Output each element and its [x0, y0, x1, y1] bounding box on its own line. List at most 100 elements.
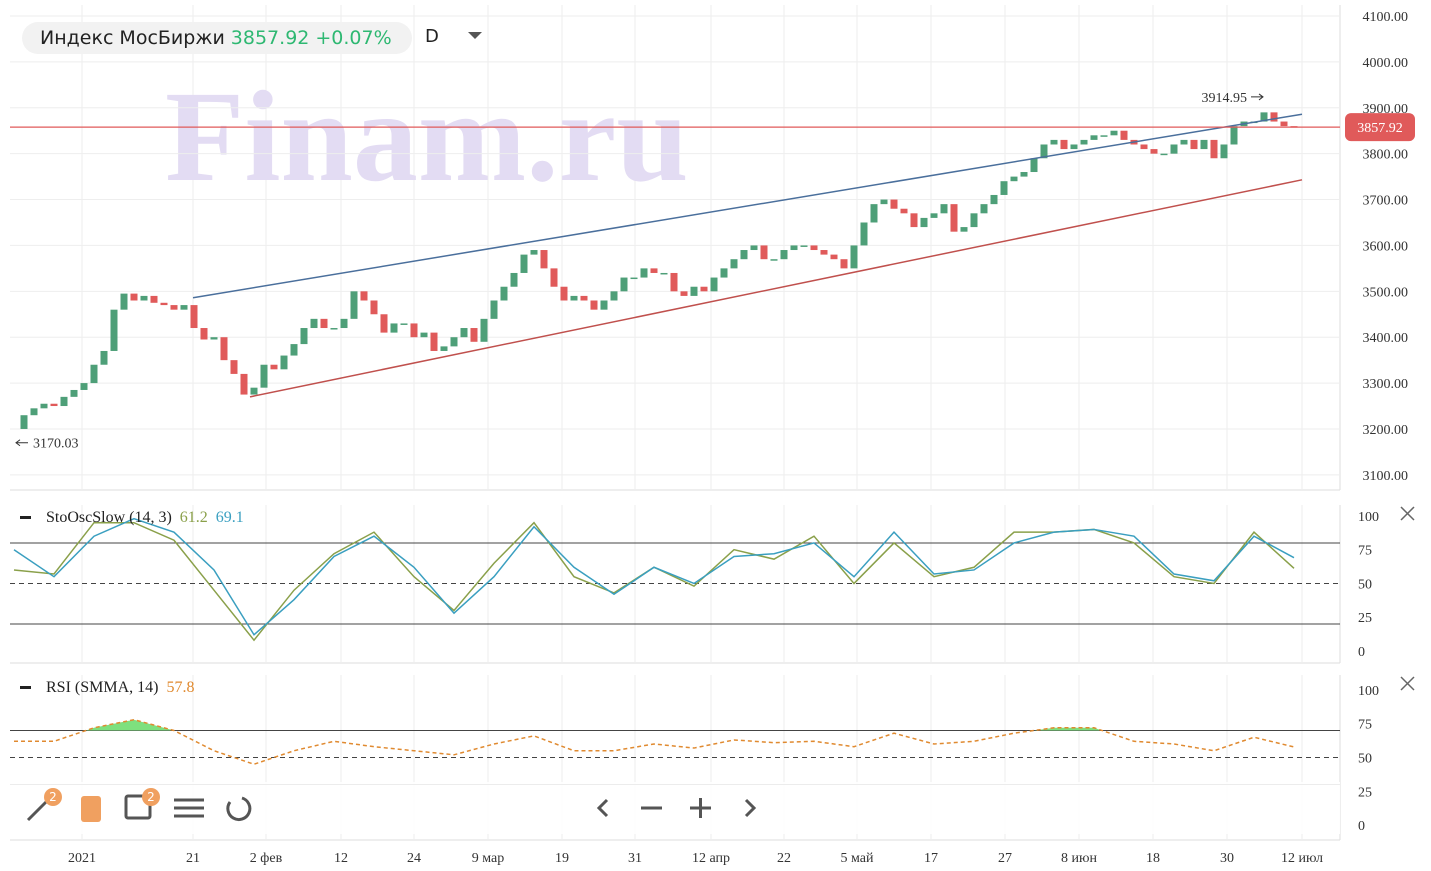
scroll-left[interactable]	[596, 798, 609, 818]
candle-body	[1220, 144, 1228, 159]
instrument-pill[interactable]: Индекс МосБиржи 3857.92 +0.07%	[22, 22, 412, 54]
reset-icon[interactable]	[226, 796, 252, 822]
candle-body	[1270, 112, 1278, 122]
y-tick-label: 0	[1358, 819, 1365, 834]
y-tick-label: 100	[1358, 510, 1379, 525]
candle-body	[1020, 172, 1028, 177]
candle-body	[600, 300, 608, 310]
candle-body	[430, 332, 438, 351]
candle-body	[540, 250, 548, 269]
price: 3857.92	[230, 27, 310, 49]
trendline	[192, 113, 1303, 299]
settings-icon[interactable]	[174, 798, 204, 818]
last-price-tag	[1345, 113, 1415, 142]
candle-body	[310, 318, 318, 329]
candle-body	[650, 268, 658, 273]
candle-body	[580, 295, 588, 301]
pane-title: RSI (SMMA, 14)	[46, 679, 158, 696]
candle-body	[960, 227, 968, 232]
candle-body	[50, 403, 58, 407]
candle-body	[120, 293, 128, 310]
candle-body	[410, 323, 418, 338]
candle-body	[470, 328, 478, 342]
interval-label: D	[425, 26, 439, 47]
candle-body	[890, 199, 898, 209]
candle-body	[1190, 139, 1198, 150]
y-tick-label: 3400.00	[1363, 331, 1409, 346]
candle-body	[630, 277, 638, 280]
scroll-right[interactable]	[744, 798, 757, 818]
candle-body	[1210, 139, 1218, 159]
candle-body	[730, 259, 738, 269]
y-tick-label: 3100.00	[1363, 469, 1409, 484]
legend-value: 69.1	[216, 509, 244, 526]
trendline	[249, 179, 1303, 398]
interval[interactable]: D	[425, 26, 482, 47]
candle-body	[570, 295, 578, 301]
candle-body	[660, 272, 668, 275]
candle-body	[150, 295, 158, 303]
candle-body	[620, 277, 628, 292]
y-tick-label: 50	[1358, 577, 1372, 592]
y-tick-label: 3600.00	[1363, 239, 1409, 254]
zoom-in[interactable]	[690, 798, 711, 818]
legend-marker	[20, 516, 31, 519]
candle-body	[1010, 176, 1018, 182]
candle-body	[980, 204, 988, 214]
oscillator	[14, 718, 1295, 766]
candle-body	[1200, 139, 1208, 150]
y-tick-label: 0	[1358, 645, 1365, 660]
candle-body	[200, 328, 208, 340]
watermark: Finam.ru	[165, 65, 689, 209]
candle-body	[530, 250, 538, 255]
candle-body	[800, 245, 808, 247]
list-icon[interactable]	[81, 796, 101, 822]
candle-body	[350, 291, 358, 319]
candle-body	[250, 387, 258, 395]
y-tick-label: 25	[1358, 785, 1372, 800]
candle-body	[680, 291, 688, 296]
indicators-icon[interactable]	[124, 794, 152, 820]
x-tick-label: 8 июн	[1061, 851, 1097, 866]
dropdown-arrow	[467, 32, 482, 39]
candle-body	[700, 286, 708, 292]
y-tick-label: 3200.00	[1363, 423, 1409, 438]
candle-body	[560, 286, 568, 301]
y-tick-label: 3800.00	[1363, 148, 1409, 163]
x-tick-label: 12 июл	[1281, 851, 1323, 866]
candle-body	[940, 204, 948, 214]
candle-body	[230, 360, 238, 374]
candle-body	[170, 305, 178, 310]
candle-body	[500, 286, 508, 301]
x-tick-label: 17	[924, 851, 938, 866]
candle-body	[1000, 181, 1008, 195]
candle-body	[1100, 135, 1108, 137]
close-pane[interactable]	[1400, 676, 1415, 691]
last-price-label: 3857.92	[1357, 121, 1403, 136]
y-tick-label: 50	[1358, 752, 1372, 767]
candle-body	[830, 254, 838, 260]
oscillator	[13, 517, 1295, 642]
candle-body	[1120, 130, 1128, 140]
candle-body	[840, 259, 848, 269]
toolbar-icons	[26, 794, 757, 822]
pane-title: StoOscSlow (14, 3)	[46, 509, 172, 526]
series-line	[13, 521, 1295, 642]
candle-body	[690, 286, 698, 296]
candle-body	[1280, 121, 1288, 127]
x-tick-label: 30	[1220, 851, 1234, 866]
candle-body	[1050, 139, 1058, 145]
candle-body	[20, 415, 28, 429]
y-tick-label: 4100.00	[1363, 10, 1409, 25]
candle-body	[450, 337, 458, 347]
candle-body	[710, 277, 718, 292]
candle-body	[320, 318, 328, 329]
candle-body	[140, 295, 148, 301]
candle-body	[370, 300, 378, 315]
candle-body	[870, 204, 878, 223]
close-pane[interactable]	[1400, 506, 1415, 521]
max-arrow	[1251, 93, 1264, 101]
candle-body	[1080, 139, 1088, 145]
